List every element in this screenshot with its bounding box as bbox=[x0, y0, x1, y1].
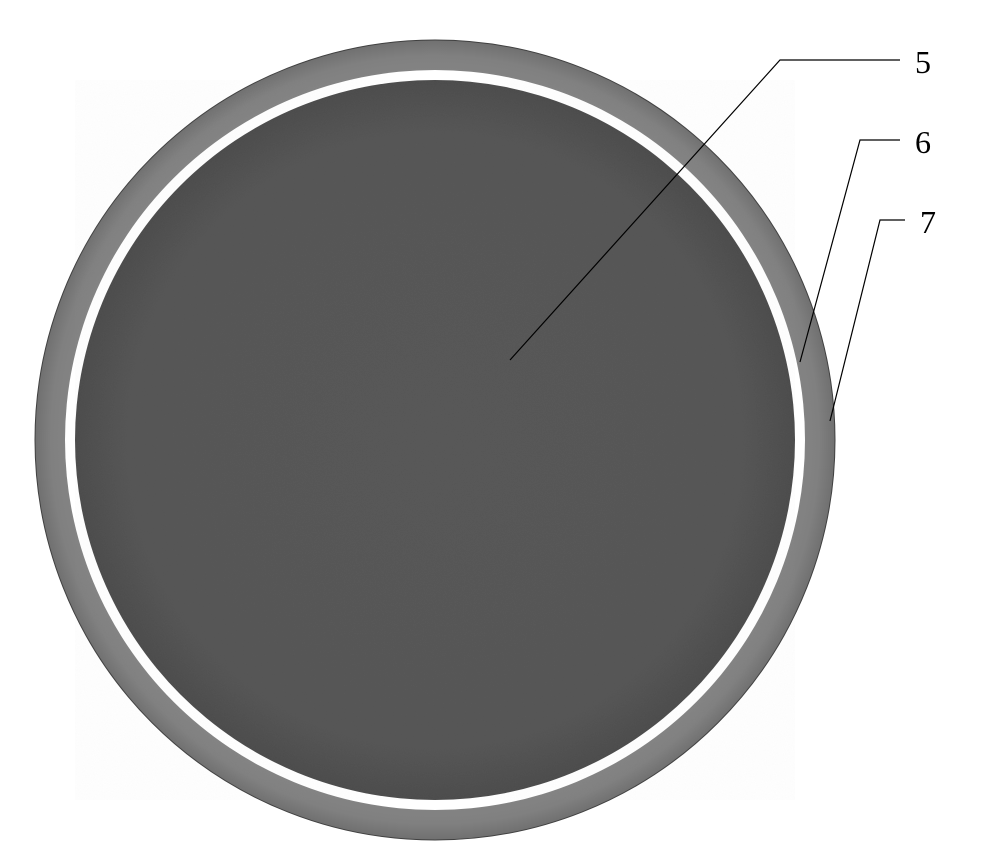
cross-section-diagram: 5 6 7 bbox=[0, 0, 1000, 857]
diagram-svg bbox=[0, 0, 1000, 857]
label-5: 5 bbox=[915, 44, 931, 81]
label-6: 6 bbox=[915, 124, 931, 161]
inner-core-layer-5 bbox=[75, 80, 795, 800]
label-7: 7 bbox=[920, 204, 936, 241]
leader-line-7 bbox=[830, 220, 905, 421]
